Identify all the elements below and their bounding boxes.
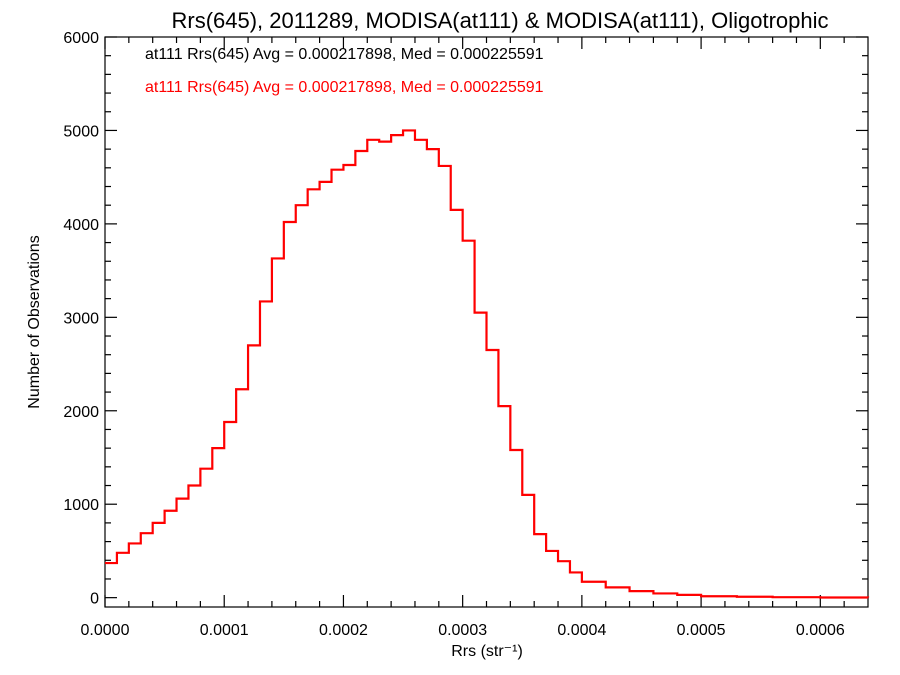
x-tick-label: 0.0004 (557, 622, 606, 639)
x-tick-label: 0.0006 (796, 622, 845, 639)
x-tick-label: 0.0005 (677, 622, 726, 639)
y-tick-labels: 0 1000 2000 3000 4000 5000 6000 (63, 30, 99, 608)
y-tick-label: 2000 (63, 404, 99, 421)
y-tick-label: 4000 (63, 217, 99, 234)
y-tick-label: 1000 (63, 497, 99, 514)
y-tick-label: 6000 (63, 30, 99, 47)
legend-entry-black: at111 Rrs(645) Avg = 0.000217898, Med = … (145, 46, 544, 63)
legend-entry-red: at111 Rrs(645) Avg = 0.000217898, Med = … (145, 79, 544, 96)
x-axis-label: Rrs (str⁻¹) (451, 643, 523, 660)
y-tick-label: 0 (90, 591, 99, 608)
x-tick-label: 0.0000 (81, 622, 130, 639)
x-tick-labels: 0.0000 0.0001 0.0002 0.0003 0.0004 0.0005 0.00… (81, 622, 845, 639)
y-tick-label: 5000 (63, 123, 99, 140)
x-tick-label: 0.0002 (319, 622, 368, 639)
y-tick-label: 3000 (63, 310, 99, 327)
axis-ticks (104, 36, 868, 607)
x-tick-label: 0.0001 (200, 622, 249, 639)
histogram-series-red (105, 129, 870, 599)
x-tick-label: 0.0003 (438, 622, 487, 639)
chart-title: Rrs(645), 2011289, MODISA(at111) & MODIS… (171, 8, 828, 33)
y-axis-label: Number of Observations (26, 235, 43, 408)
